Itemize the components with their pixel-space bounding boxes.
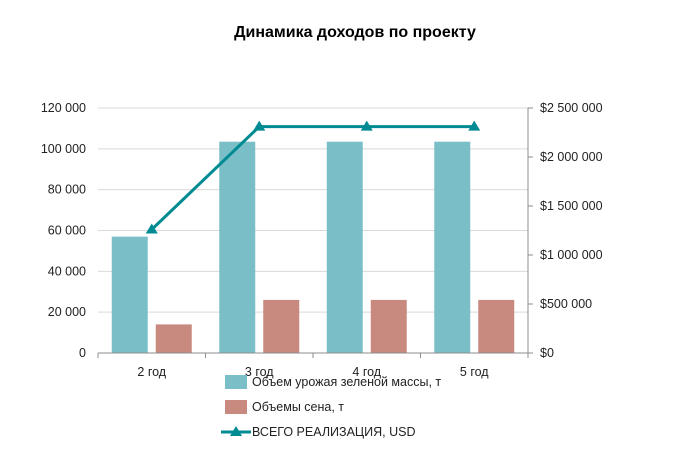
bar-hay [478, 299, 515, 353]
legend-label: Объем урожая зеленой массы, т [252, 375, 441, 389]
y-right-tick-label: $2 000 000 [540, 150, 603, 164]
bar-hay [263, 299, 300, 353]
y-right-tick-label: $2 500 000 [540, 101, 603, 115]
line-series [145, 120, 481, 234]
y-right-tick-label: $500 000 [540, 297, 592, 311]
chart-title: Динамика доходов по проекту [234, 24, 476, 41]
y-right-tick-label: $1 500 000 [540, 199, 603, 213]
y-left-tick-label: 20 000 [48, 305, 86, 319]
x-tick-label: 4 год [352, 365, 381, 379]
legend-marker [230, 426, 242, 436]
x-tick-label: 5 год [460, 365, 489, 379]
x-tick-label: 2 год [137, 365, 166, 379]
bar-green-mass [434, 141, 471, 353]
bars [111, 141, 515, 353]
line-marker [360, 120, 373, 131]
y-left-tick-label: 80 000 [48, 183, 86, 197]
bar-green-mass [111, 236, 148, 353]
line-marker [253, 120, 266, 131]
legend-swatch [225, 400, 247, 414]
y-left-tick-label: 40 000 [48, 264, 86, 278]
bar-green-mass [219, 141, 256, 353]
tick-labels: 0 20 000 40 000 60 000 80 000 100 000 120 000 $… [41, 101, 603, 379]
y-left-tick-label: 100 000 [41, 142, 86, 156]
y-left-tick-label: 0 [79, 346, 86, 360]
x-tick-label: 3 год [245, 365, 274, 379]
line-total-sales [150, 125, 475, 231]
line-marker [145, 223, 158, 234]
y-left-tick-label: 120 000 [41, 101, 86, 115]
y-right-tick-label: $1 000 000 [540, 248, 603, 262]
y-right-tick-label: $0 [540, 346, 554, 360]
legend-swatch [225, 375, 247, 389]
y-left-tick-label: 60 000 [48, 224, 86, 238]
bar-green-mass [326, 141, 363, 353]
legend-label: ВСЕГО РЕАЛИЗАЦИЯ, USD [252, 425, 416, 439]
line-marker [468, 120, 481, 131]
bar-hay [370, 299, 407, 353]
axes [97, 107, 533, 358]
legend-label: Объемы сена, т [252, 400, 344, 414]
legend: Объем урожая зеленой массы, т Объемы сена… [221, 375, 441, 439]
bar-hay [155, 324, 192, 353]
